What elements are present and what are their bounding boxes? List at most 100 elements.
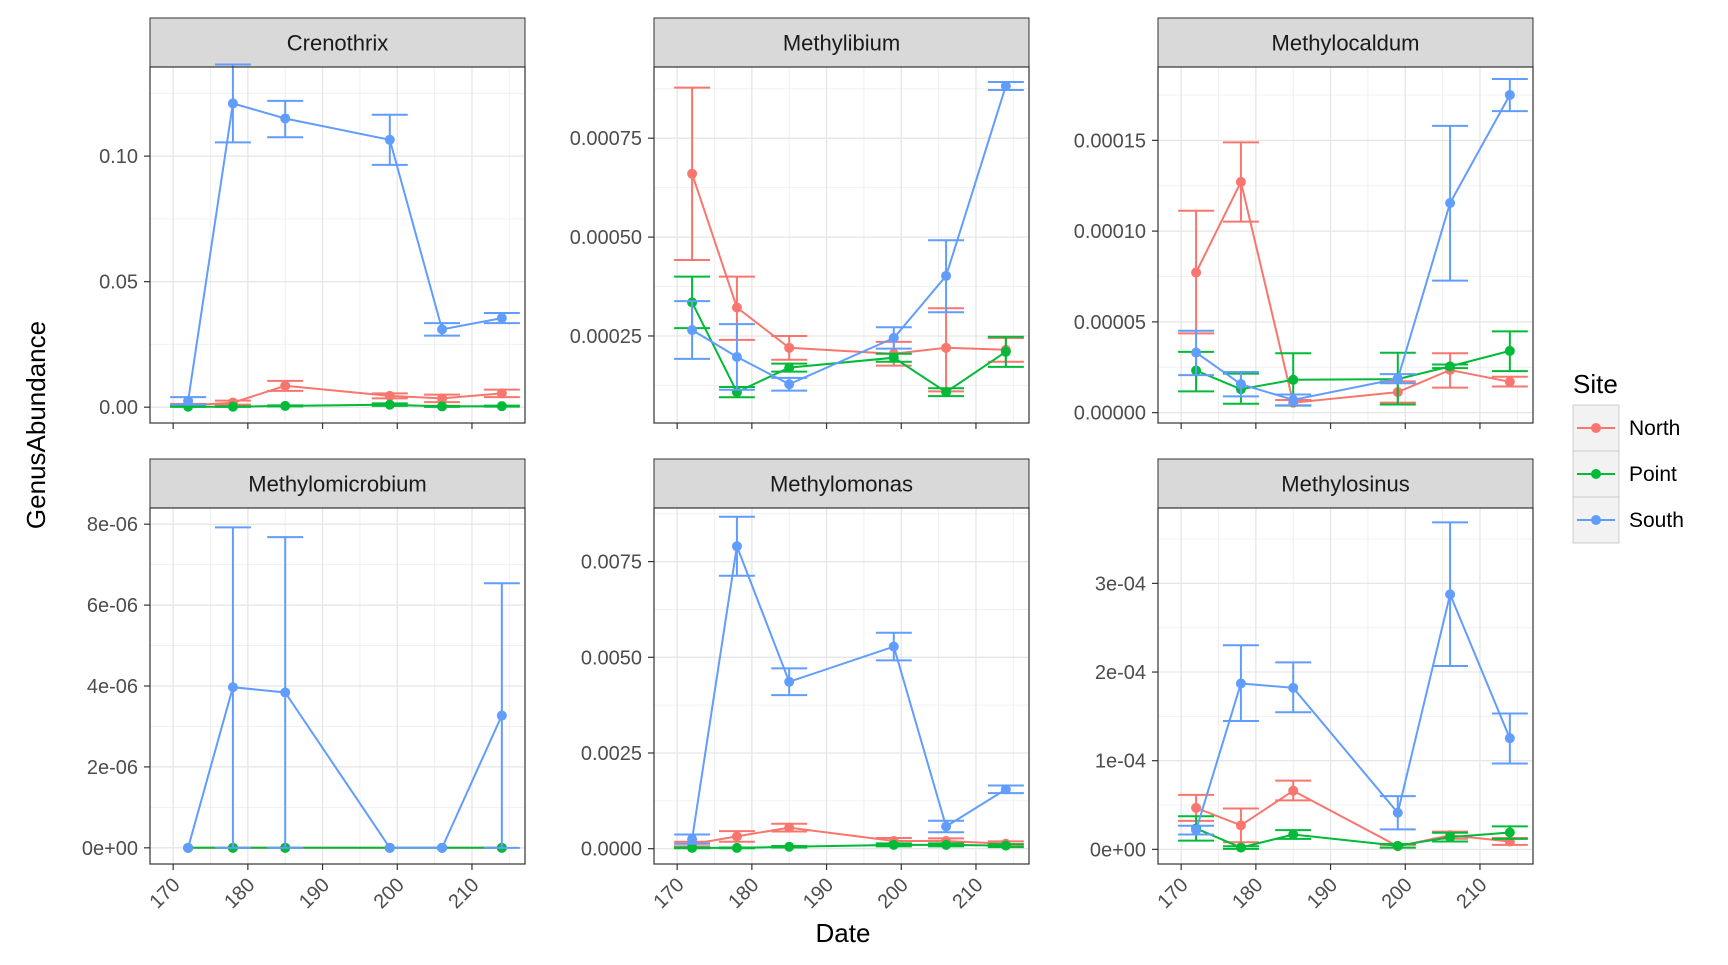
data-point	[1191, 347, 1202, 358]
legend-key-point	[1591, 515, 1601, 525]
series-south	[674, 515, 1024, 845]
panel-methylibium: Methylibium 0.00025 0.00050 0.00075	[570, 17, 1030, 429]
data-point	[496, 710, 507, 721]
y-tick-label: 3e-04	[1095, 573, 1146, 595]
series-line	[691, 301, 1007, 394]
data-point	[731, 541, 742, 552]
x-tick-label: 180	[1228, 874, 1267, 913]
plot-background	[150, 67, 525, 423]
data-point	[1235, 176, 1246, 187]
x-tick-label: 200	[1378, 874, 1417, 913]
y-tick-label: 0.00015	[1074, 130, 1146, 152]
legend: Site North Point South	[1572, 369, 1684, 544]
data-point	[687, 834, 698, 845]
series-line	[187, 686, 503, 849]
data-point	[183, 395, 194, 406]
panel-methylosinus: Methylosinus 0e+00 1e-04 2e-04 3e-04 170 180 19…	[1090, 458, 1534, 913]
data-point	[687, 325, 698, 336]
data-point	[1392, 807, 1403, 818]
y-tick-label: 0.00025	[570, 326, 642, 348]
data-point	[1445, 589, 1456, 600]
series-south	[1178, 521, 1528, 836]
series-line	[188, 403, 502, 408]
series-line	[691, 173, 1006, 355]
data-point	[437, 393, 448, 404]
data-point	[1191, 802, 1202, 813]
y-tick-label: 0.0025	[581, 743, 642, 765]
data-point	[731, 302, 742, 313]
data-point	[687, 842, 698, 853]
data-point	[941, 387, 952, 398]
legend-key-point	[1591, 423, 1601, 433]
data-point	[941, 821, 952, 832]
data-point	[384, 390, 395, 401]
y-tick-label: 2e-06	[87, 757, 138, 779]
data-point	[941, 270, 952, 281]
data-point	[1000, 840, 1011, 851]
data-point	[1504, 89, 1515, 100]
data-point	[784, 362, 795, 373]
y-tick-label: 0.0075	[581, 552, 642, 574]
series-line	[188, 384, 502, 407]
panels-layer: Crenothrix 0.00 0.05 0.10 Methylibium 0.00025…	[82, 17, 1534, 913]
legend-item-north: North	[1572, 404, 1680, 452]
y-tick-label: 0.0050	[581, 647, 642, 669]
data-point	[384, 134, 395, 145]
y-tick-label: 1e-04	[1095, 751, 1146, 773]
data-point	[437, 401, 448, 412]
y-tick-label: 0.05	[99, 272, 138, 294]
legend-key-point	[1591, 469, 1601, 479]
y-axis-title: GenusAbundance	[21, 321, 51, 529]
series-line	[1195, 349, 1511, 391]
y-tick-label: 4e-06	[87, 676, 138, 698]
data-point	[280, 380, 291, 391]
data-point	[1445, 361, 1456, 372]
data-point	[1504, 345, 1515, 356]
data-point	[1000, 784, 1011, 795]
x-tick-label: 190	[1303, 874, 1342, 913]
x-tick-label: 210	[444, 874, 483, 913]
data-point	[1504, 376, 1515, 387]
legend-item-point: Point	[1572, 450, 1677, 498]
gridlines	[1158, 67, 1533, 423]
panel-strip	[653, 17, 1030, 68]
data-point	[1235, 820, 1246, 831]
legend-label: Point	[1629, 463, 1677, 486]
x-tick-label: 180	[724, 874, 763, 913]
panel-border	[149, 66, 526, 424]
series-line	[691, 826, 1006, 846]
y-tick-label: 2e-04	[1095, 662, 1146, 684]
series-line	[691, 542, 1007, 840]
x-tick-label: 180	[220, 874, 259, 913]
data-point	[941, 342, 952, 353]
data-point	[384, 399, 395, 410]
y-tick-label: 0.00000	[1074, 403, 1146, 425]
x-tick-label: 210	[1452, 874, 1491, 913]
series-south	[183, 526, 520, 853]
series-line	[1195, 827, 1510, 849]
data-point	[731, 831, 742, 842]
data-point	[1288, 374, 1299, 385]
y-tick-label: 0.00	[99, 397, 138, 419]
panel-title-methylomonas: Methylomonas	[770, 472, 913, 497]
y-tick-label: 0.0000	[581, 839, 642, 861]
y-tick-label: 0.00075	[570, 128, 642, 150]
data-point	[1392, 373, 1403, 384]
data-point	[1504, 827, 1515, 838]
data-point	[227, 401, 238, 412]
data-point	[496, 313, 507, 324]
y-tick-label: 0.00050	[570, 227, 642, 249]
data-point	[280, 113, 291, 124]
y-tick-label: 0.00010	[1074, 221, 1146, 243]
data-point	[1235, 842, 1246, 853]
panel-border	[653, 66, 1030, 424]
panel-border	[1157, 66, 1534, 424]
legend-label: North	[1629, 417, 1680, 440]
series-line	[692, 843, 1006, 849]
series-south	[1178, 77, 1528, 407]
data-point	[1445, 832, 1456, 843]
y-tick-label: 8e-06	[87, 514, 138, 536]
y-tick-label: 0.10	[99, 146, 138, 168]
panel-strip	[1157, 17, 1534, 68]
